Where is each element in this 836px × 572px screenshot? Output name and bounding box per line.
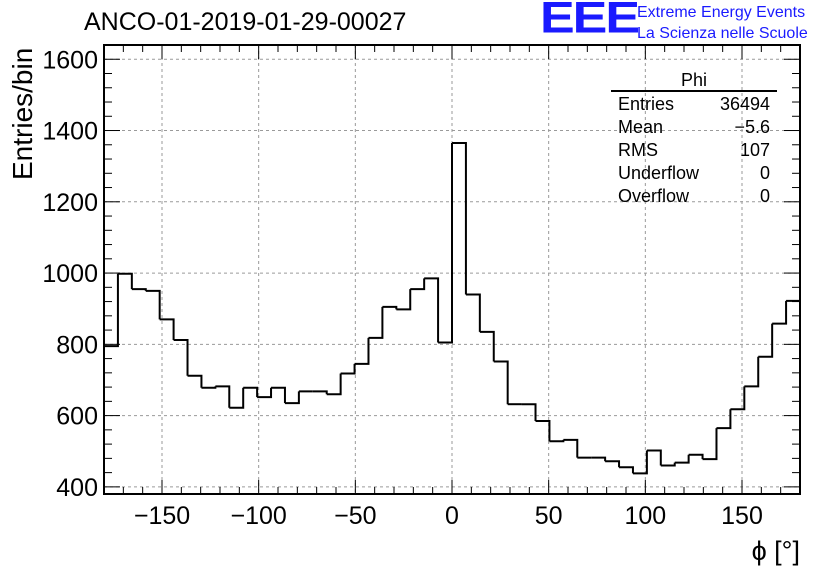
histogram-bin — [702, 428, 718, 461]
x-tick-label: −50 — [334, 502, 376, 530]
histogram-bin — [173, 339, 189, 376]
histogram-bin — [312, 390, 328, 395]
stats-row-label: Overflow — [618, 186, 690, 206]
histogram-bin — [396, 289, 412, 311]
histogram-bin — [619, 466, 634, 474]
histogram-bin — [786, 70, 801, 302]
y-tick-label: 600 — [56, 403, 98, 431]
histogram-bin — [465, 293, 481, 332]
stats-box: Phi Entries 36494 Mean −5.6 RMS 107 Underflow 0… — [611, 70, 777, 206]
histogram-bin — [271, 386, 286, 404]
histogram-bin — [368, 306, 384, 339]
histogram-bin — [382, 305, 398, 310]
histogram-bin — [772, 300, 788, 325]
histogram-bin — [563, 438, 579, 458]
histogram-bin — [340, 363, 356, 375]
histogram-bin — [646, 449, 662, 466]
histogram-bin — [758, 323, 774, 358]
histogram-bin — [521, 403, 537, 421]
histogram-bin — [424, 277, 440, 343]
histogram-bin — [605, 460, 621, 468]
histogram-bars — [104, 70, 801, 475]
y-tick-label: 1000 — [42, 260, 98, 288]
tick-labels: −150 −100 −50 0 50 100 150 400 600 800 1000 1200 140… — [42, 46, 762, 530]
histogram-bin — [660, 462, 676, 467]
histogram-bin — [326, 373, 342, 396]
histogram-bin — [257, 387, 273, 399]
y-tick-label: 1200 — [42, 189, 98, 217]
y-tick-label: 400 — [56, 474, 98, 502]
grid-lines — [104, 45, 800, 494]
histogram-bin — [716, 409, 732, 430]
histogram-bin — [104, 273, 119, 348]
logo-tagline-1: Extreme Energy Events — [637, 4, 806, 21]
x-tick-label: 50 — [535, 502, 563, 530]
histogram-bin — [632, 450, 648, 475]
stats-row-label: Underflow — [618, 163, 700, 183]
histogram-bin — [438, 142, 453, 344]
stats-row-value: 107 — [740, 140, 770, 160]
histogram-bin — [131, 288, 147, 291]
histogram-bin — [243, 386, 259, 398]
x-axis-label: ϕ [°] — [752, 536, 800, 566]
axes — [103, 44, 801, 495]
histogram-bin — [284, 391, 300, 405]
x-tick-label: 100 — [624, 502, 666, 530]
eee-logo: EEE — [540, 0, 640, 43]
stats-row-value: −5.6 — [734, 117, 770, 137]
x-tick-label: −100 — [231, 502, 287, 530]
histogram-bin — [410, 278, 426, 291]
x-tick-label: 150 — [721, 502, 763, 530]
y-tick-label: 1400 — [42, 118, 98, 146]
y-axis-label: Entries/bin — [7, 48, 38, 180]
stats-title: Phi — [681, 70, 707, 90]
stats-row-label: RMS — [618, 140, 658, 160]
histogram-bin — [591, 456, 607, 462]
histogram-bin — [117, 272, 133, 290]
histogram-bin — [187, 374, 203, 388]
stats-row-label: Entries — [618, 94, 674, 114]
stats-row-label: Mean — [618, 117, 663, 137]
histogram-bin — [549, 439, 565, 443]
histogram-bin — [688, 453, 704, 460]
logo-tagline-2: La Scienza nelle Scuole — [637, 25, 808, 42]
y-tick-label: 800 — [56, 331, 98, 359]
histogram-bin — [730, 386, 746, 411]
histogram-bin — [674, 454, 690, 464]
histogram-bin — [201, 386, 217, 389]
chart-title: ANCO-01-2019-01-29-00027 — [84, 8, 407, 36]
histogram-bin — [535, 419, 551, 442]
stats-row-value: 0 — [760, 186, 770, 206]
y-tick-label: 1600 — [42, 46, 98, 74]
stats-row-value: 0 — [760, 163, 770, 183]
histogram-bin — [229, 387, 245, 409]
histogram-bin — [145, 289, 161, 320]
histogram-bin — [493, 360, 509, 405]
histogram-bin — [215, 385, 231, 408]
histogram-bin — [479, 330, 495, 362]
stats-row-value: 36494 — [720, 94, 770, 114]
histogram-bin — [744, 356, 760, 388]
histogram-bin — [452, 141, 467, 295]
x-tick-label: −150 — [134, 502, 190, 530]
x-tick-label: 0 — [445, 502, 459, 530]
histogram-bin — [354, 337, 370, 365]
histogram-bin — [159, 318, 175, 341]
